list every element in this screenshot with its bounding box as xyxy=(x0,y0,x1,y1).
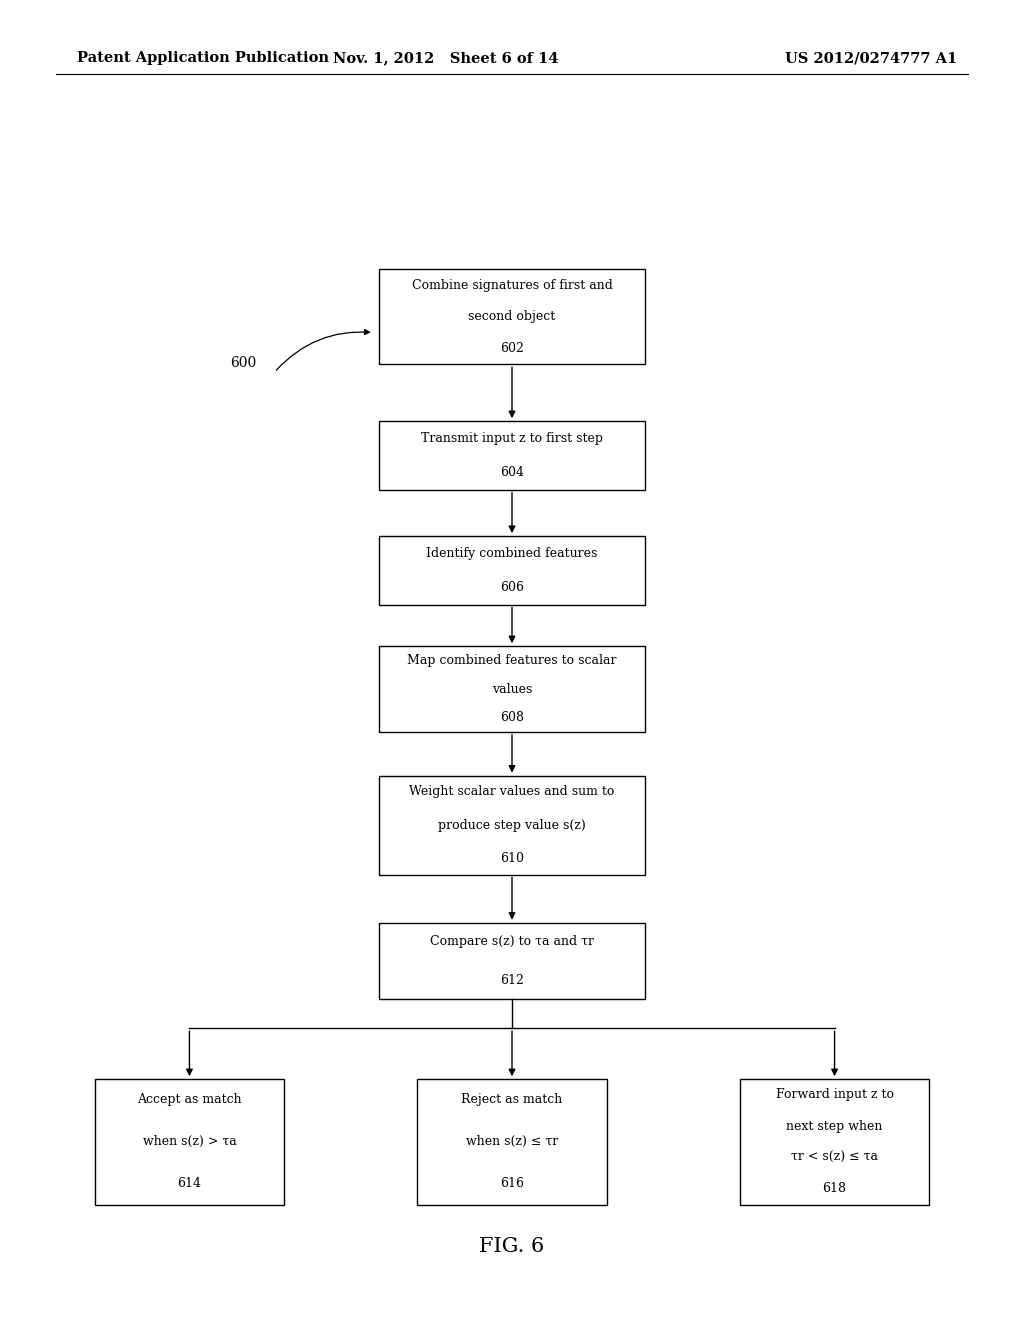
Bar xyxy=(94,1080,284,1204)
Text: Identify combined features: Identify combined features xyxy=(426,546,598,560)
Text: Patent Application Publication: Patent Application Publication xyxy=(77,51,329,65)
Text: Combine signatures of first and: Combine signatures of first and xyxy=(412,279,612,292)
Text: Reject as match: Reject as match xyxy=(462,1093,562,1106)
Bar xyxy=(379,923,645,999)
Text: 618: 618 xyxy=(822,1183,847,1196)
Text: Transmit input z to first step: Transmit input z to first step xyxy=(421,432,603,445)
Text: 608: 608 xyxy=(500,711,524,725)
Text: 616: 616 xyxy=(500,1177,524,1191)
Text: 606: 606 xyxy=(500,581,524,594)
Text: next step when: next step when xyxy=(786,1119,883,1133)
Bar xyxy=(379,269,645,364)
Text: when s(z) > τa: when s(z) > τa xyxy=(142,1135,237,1148)
Text: when s(z) ≤ τr: when s(z) ≤ τr xyxy=(466,1135,558,1148)
Text: 604: 604 xyxy=(500,466,524,479)
Text: 614: 614 xyxy=(177,1177,202,1191)
Text: Forward input z to: Forward input z to xyxy=(775,1088,894,1101)
Text: FIG. 6: FIG. 6 xyxy=(479,1237,545,1255)
Text: Accept as match: Accept as match xyxy=(137,1093,242,1106)
Text: Map combined features to scalar: Map combined features to scalar xyxy=(408,653,616,667)
Text: 612: 612 xyxy=(500,974,524,986)
Bar xyxy=(379,775,645,874)
Bar xyxy=(379,421,645,490)
Bar xyxy=(379,536,645,605)
Text: produce step value s(z): produce step value s(z) xyxy=(438,818,586,832)
Text: Weight scalar values and sum to: Weight scalar values and sum to xyxy=(410,785,614,799)
Bar xyxy=(379,645,645,731)
Bar xyxy=(418,1080,606,1204)
Text: values: values xyxy=(492,682,532,696)
Text: second object: second object xyxy=(468,310,556,323)
Text: US 2012/0274777 A1: US 2012/0274777 A1 xyxy=(785,51,957,65)
Text: τr < s(z) ≤ τa: τr < s(z) ≤ τa xyxy=(792,1151,878,1164)
Text: 610: 610 xyxy=(500,851,524,865)
Bar xyxy=(739,1080,930,1204)
Text: 602: 602 xyxy=(500,342,524,355)
Text: Compare s(z) to τa and τr: Compare s(z) to τa and τr xyxy=(430,936,594,948)
Text: 600: 600 xyxy=(230,356,257,370)
Text: Nov. 1, 2012   Sheet 6 of 14: Nov. 1, 2012 Sheet 6 of 14 xyxy=(333,51,558,65)
